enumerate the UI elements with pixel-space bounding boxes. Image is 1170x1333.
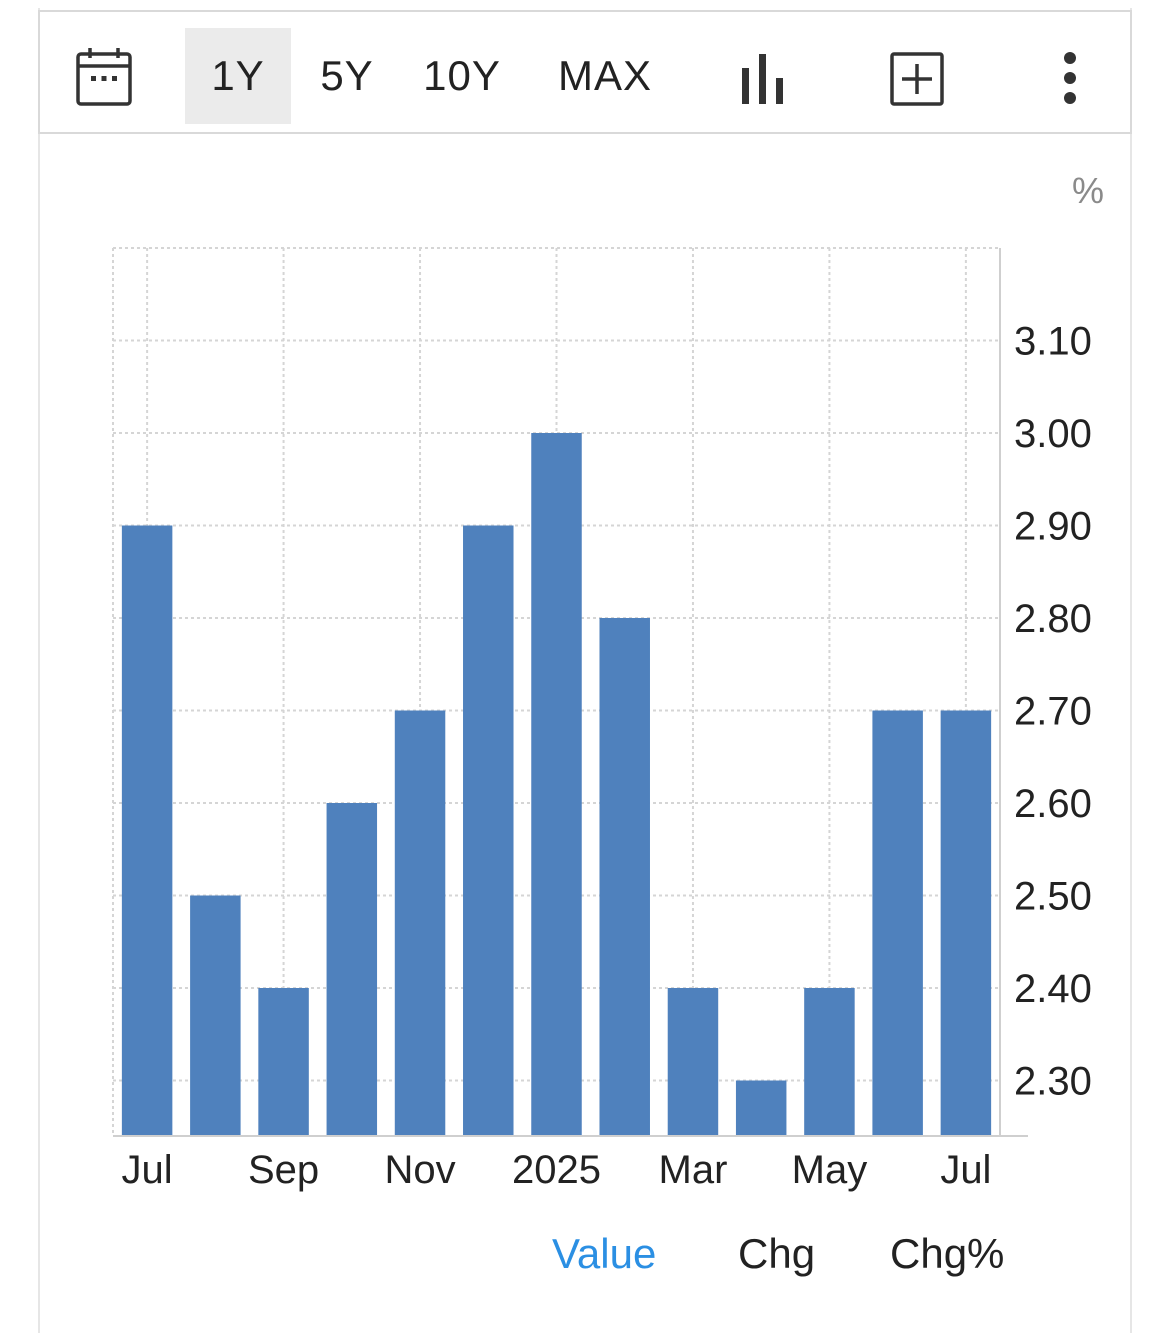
more-vertical-icon[interactable]	[1050, 50, 1090, 106]
bar-10	[804, 988, 855, 1136]
bar-0	[121, 525, 173, 1136]
y-tick-label: 3.00	[1014, 412, 1092, 456]
y-tick-label: 2.70	[1014, 690, 1092, 734]
plus-box-icon[interactable]	[890, 52, 944, 106]
range-1y-button[interactable]: 1Y	[185, 28, 291, 124]
x-tick-label: Jul	[940, 1148, 991, 1192]
x-tick-label: Nov	[384, 1148, 455, 1192]
y-tick-label: 2.80	[1014, 597, 1092, 641]
y-tick-label: 2.30	[1014, 1060, 1092, 1104]
legend-chg-pct[interactable]: Chg%	[890, 1230, 1005, 1277]
bar-7	[599, 618, 650, 1136]
x-tick-label: Mar	[659, 1148, 728, 1192]
unit-label: %	[1072, 170, 1105, 211]
bar-5	[463, 525, 514, 1136]
legend-value[interactable]: Value	[552, 1230, 657, 1277]
chart-widget	[38, 8, 1132, 1333]
bar-3	[326, 803, 378, 1136]
y-tick-label: 3.10	[1014, 320, 1092, 364]
bar-6	[531, 433, 582, 1136]
range-5y-button[interactable]: 5Y	[320, 52, 374, 99]
x-tick-label: 2025	[512, 1148, 601, 1192]
y-tick-label: 2.50	[1014, 875, 1092, 919]
y-tick-label: 2.40	[1014, 967, 1092, 1011]
bar-12	[940, 710, 992, 1136]
bar-4	[394, 710, 446, 1136]
bar-8	[667, 988, 719, 1136]
bar-9	[735, 1080, 787, 1136]
bar-2	[258, 988, 309, 1136]
legend-chg[interactable]: Chg	[738, 1230, 816, 1277]
range-10y-button[interactable]: 10Y	[423, 52, 501, 99]
calendar-icon[interactable]	[76, 46, 132, 106]
y-tick-label: 2.90	[1014, 505, 1092, 549]
bar-1	[190, 895, 241, 1136]
x-tick-label: May	[792, 1148, 868, 1192]
chart-toolbar: 1Y 5Y 10Y MAX	[38, 10, 1132, 134]
y-tick-label: 2.60	[1014, 782, 1092, 826]
range-max-button[interactable]: MAX	[557, 52, 652, 99]
bar-chart-icon[interactable]	[740, 52, 786, 104]
x-tick-label: Sep	[248, 1148, 319, 1192]
bar-11	[872, 710, 923, 1136]
x-tick-label: Jul	[122, 1148, 173, 1192]
